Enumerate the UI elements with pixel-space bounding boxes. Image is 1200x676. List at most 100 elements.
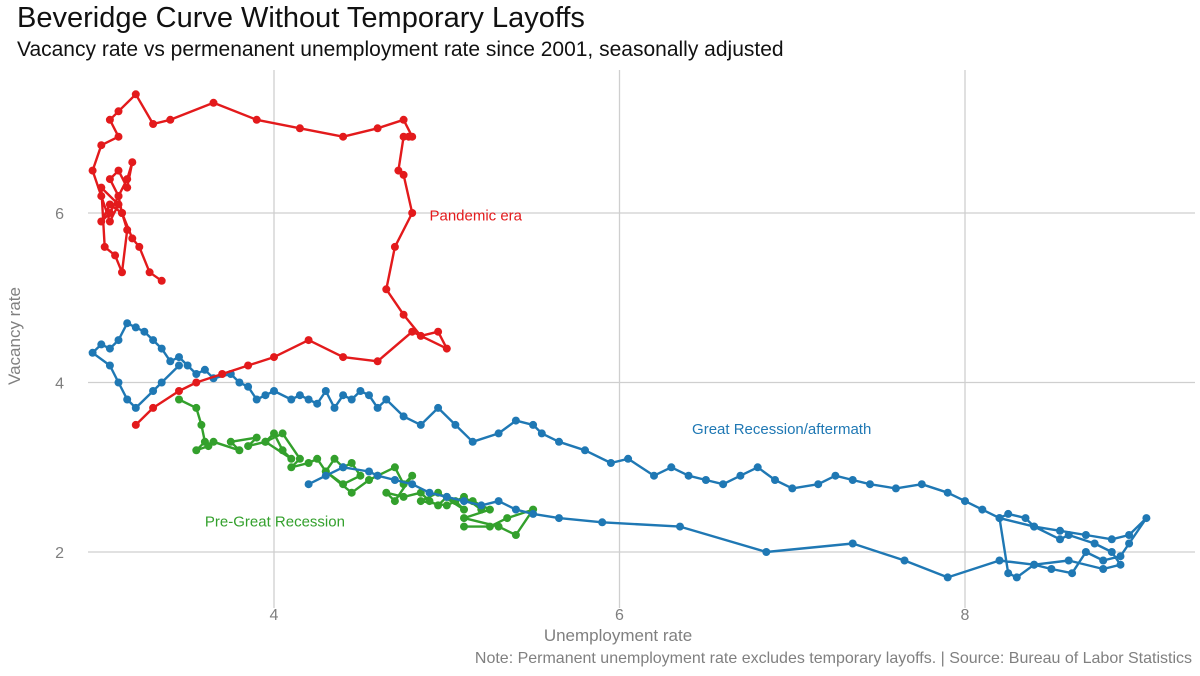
data-point — [270, 429, 278, 438]
data-point — [244, 442, 253, 451]
data-point — [330, 403, 339, 412]
data-point — [995, 556, 1004, 565]
data-point — [891, 484, 900, 493]
data-point — [313, 399, 322, 408]
series-1 — [88, 319, 1151, 582]
data-point — [100, 242, 109, 251]
data-point — [157, 378, 166, 387]
data-point — [356, 471, 365, 480]
data-point — [252, 433, 261, 442]
data-point — [304, 336, 313, 345]
data-point — [339, 480, 348, 489]
data-point — [373, 124, 382, 133]
data-point — [848, 539, 857, 548]
data-point — [131, 90, 140, 99]
data-point — [390, 476, 399, 484]
data-point — [399, 115, 408, 124]
data-point — [1116, 560, 1125, 569]
data-point — [416, 497, 425, 506]
data-point — [295, 391, 304, 400]
data-point — [434, 403, 443, 412]
data-point — [197, 420, 206, 429]
data-point — [788, 484, 797, 493]
chart-title: Beveridge Curve Without Temporary Layoff… — [17, 2, 585, 34]
y-axis-title: Vacancy rate — [5, 287, 24, 385]
y-tick-label: 4 — [55, 376, 64, 393]
data-point — [114, 132, 123, 141]
data-point — [330, 454, 339, 463]
data-point — [460, 514, 468, 523]
data-point — [118, 268, 126, 277]
data-point — [145, 268, 154, 277]
data-point — [425, 488, 434, 497]
data-point — [494, 497, 503, 506]
data-point — [157, 344, 166, 353]
data-point — [390, 497, 399, 506]
data-point — [175, 395, 183, 404]
data-point — [511, 505, 520, 514]
data-point — [537, 429, 546, 438]
data-point — [1064, 531, 1073, 539]
data-point — [149, 387, 158, 395]
data-point — [416, 420, 425, 429]
data-point — [650, 471, 658, 480]
data-point — [511, 416, 520, 425]
data-point — [123, 395, 132, 404]
data-point — [1056, 526, 1064, 535]
data-point — [425, 497, 434, 506]
data-point — [555, 514, 563, 523]
data-point — [831, 471, 840, 480]
data-point — [494, 429, 503, 438]
data-point — [1107, 548, 1116, 556]
data-point — [105, 361, 114, 370]
data-point — [442, 501, 451, 510]
data-point — [105, 200, 114, 209]
data-point — [1099, 556, 1108, 565]
data-point — [434, 327, 443, 336]
data-point — [313, 454, 322, 463]
data-point — [1004, 509, 1013, 518]
data-point — [295, 454, 304, 463]
data-point — [529, 509, 538, 518]
data-point — [339, 391, 348, 400]
data-point — [123, 225, 132, 234]
data-point — [192, 403, 201, 412]
series-line — [91, 93, 448, 426]
data-point — [394, 166, 403, 175]
data-point — [753, 463, 762, 472]
data-point — [321, 471, 330, 480]
data-point — [261, 437, 270, 446]
data-point — [166, 115, 175, 124]
annotations: Pandemic era Great Recession/aftermath Pre… — [205, 208, 871, 531]
data-point — [900, 556, 909, 565]
data-point — [460, 522, 468, 531]
data-point — [1107, 535, 1116, 544]
data-point — [244, 361, 253, 370]
data-point — [399, 310, 408, 319]
y-tick-label: 2 — [55, 545, 64, 562]
data-point — [468, 437, 477, 446]
data-point — [114, 107, 123, 116]
data-point — [128, 158, 137, 167]
data-point — [114, 336, 123, 345]
data-point — [943, 488, 952, 497]
data-point — [676, 522, 684, 531]
data-point — [226, 437, 235, 446]
data-point — [477, 501, 486, 510]
data-point — [814, 480, 823, 489]
data-point — [555, 437, 563, 446]
data-point — [287, 454, 296, 463]
data-point — [485, 522, 494, 531]
series-0 — [175, 395, 538, 539]
data-point — [347, 395, 356, 404]
data-point — [114, 166, 123, 175]
x-tick-label: 4 — [270, 607, 279, 624]
data-point — [235, 378, 244, 387]
data-point — [434, 501, 443, 510]
data-point — [1099, 565, 1108, 573]
data-point — [382, 395, 391, 404]
data-point — [131, 420, 140, 429]
data-point — [111, 251, 120, 260]
data-point — [1021, 514, 1030, 523]
data-point — [278, 429, 287, 438]
